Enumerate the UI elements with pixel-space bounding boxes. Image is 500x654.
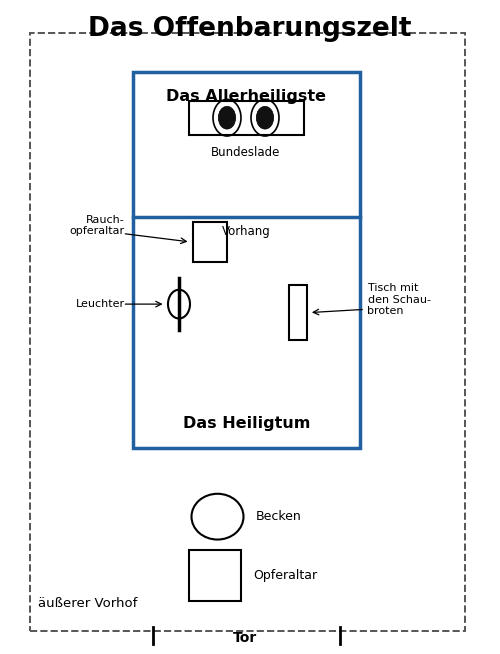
Text: Opferaltar: Opferaltar [254, 569, 318, 582]
Text: äußerer Vorhof: äußerer Vorhof [38, 597, 137, 610]
Text: Das Heiligtum: Das Heiligtum [182, 416, 310, 431]
Bar [189, 550, 241, 601]
Text: Das Allerheiligste: Das Allerheiligste [166, 90, 326, 104]
Circle shape [256, 107, 274, 129]
Text: Rauch-
opferaltar: Rauch- opferaltar [70, 215, 125, 237]
Bar [188, 101, 304, 135]
Text: Das Offenbarungszelt: Das Offenbarungszelt [88, 16, 412, 43]
Text: Leuchter: Leuchter [76, 299, 125, 309]
Bar [193, 222, 227, 262]
Bar [132, 72, 360, 448]
Circle shape [218, 107, 236, 129]
Text: Becken: Becken [256, 510, 302, 523]
Text: Vorhang: Vorhang [222, 224, 270, 237]
Text: Tor: Tor [233, 630, 257, 645]
Text: Bundeslade: Bundeslade [212, 146, 280, 160]
Bar [30, 33, 465, 631]
Text: Tisch mit
den Schau-
broten: Tisch mit den Schau- broten [368, 283, 430, 316]
Bar [288, 285, 306, 340]
